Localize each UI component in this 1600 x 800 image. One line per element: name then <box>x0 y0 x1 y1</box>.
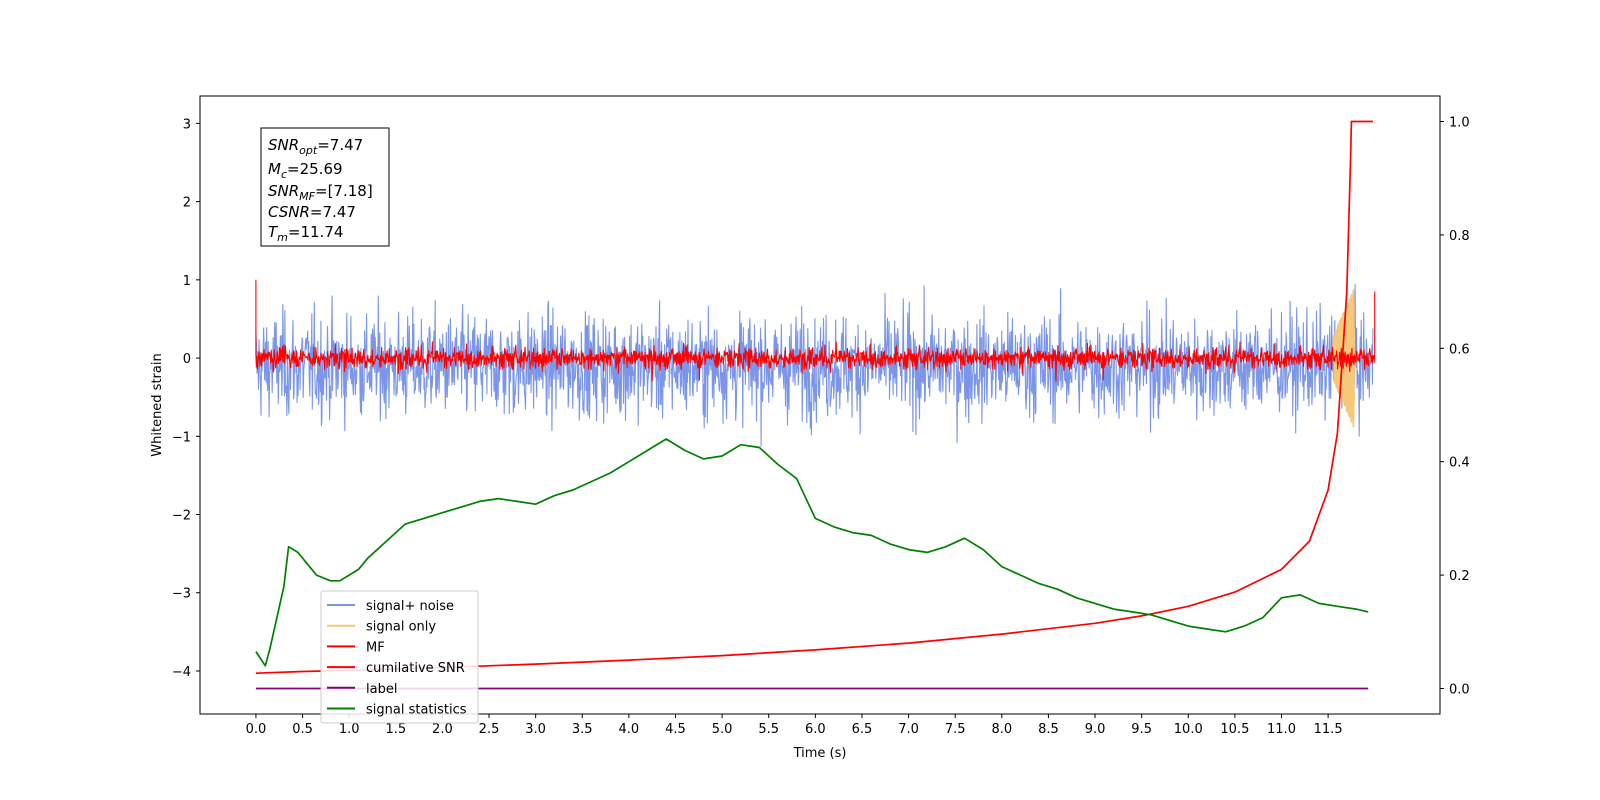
y-tick-label: −3 <box>172 587 191 602</box>
annotation-snr-opt: SNRopt=7.47 <box>268 136 363 157</box>
y-tick-label: 3 <box>183 117 191 132</box>
x-tick-label: 1.5 <box>385 722 406 737</box>
series-cumilative-snr <box>255 120 1373 675</box>
x-tick-label: 9.5 <box>1131 722 1152 737</box>
legend-label-label: label <box>366 682 397 697</box>
annotation-mc: Mc=25.69 <box>268 160 343 181</box>
y2-tick-label: 0.6 <box>1449 342 1470 357</box>
y2-tick-label: 0.8 <box>1449 229 1470 244</box>
x-tick-label: 10.5 <box>1220 722 1249 737</box>
x-tick-label: 5.0 <box>712 722 733 737</box>
x-tick-label: 3.0 <box>525 722 546 737</box>
y-axis-right: 1.0 0.8 0.6 0.4 0.2 0.0 <box>1440 116 1470 697</box>
legend: signal+ noise signal only MF cumilative SNR… <box>320 590 479 724</box>
y2-tick-label: 0.2 <box>1449 569 1470 584</box>
x-tick-label: 5.5 <box>758 722 779 737</box>
x-tick-label: 11.5 <box>1314 722 1343 737</box>
x-tick-label: 4.0 <box>619 722 640 737</box>
y-tick-label: −4 <box>172 665 191 680</box>
legend-label-cumilative-snr: cumilative SNR <box>366 661 465 676</box>
x-tick-label: 7.0 <box>898 722 919 737</box>
x-tick-label: 2.5 <box>479 722 500 737</box>
snr-annotation-box: SNRopt=7.47 Mc=25.69 SNRMF=[7.18] CSNR=7… <box>260 127 390 247</box>
y-tick-label: 2 <box>183 196 191 211</box>
x-tick-label: 4.5 <box>665 722 686 737</box>
y-tick-label: 0 <box>183 352 191 367</box>
x-tick-label: 8.0 <box>991 722 1012 737</box>
x-axis-label: Time (s) <box>793 746 847 761</box>
x-tick-label: 2.0 <box>432 722 453 737</box>
x-tick-label: 6.5 <box>852 722 873 737</box>
series-signal-only <box>1331 289 1356 428</box>
x-tick-label: 10.0 <box>1174 722 1203 737</box>
annotation-frame <box>260 127 390 247</box>
x-tick-label: 6.0 <box>805 722 826 737</box>
x-tick-label: 8.5 <box>1038 722 1059 737</box>
y2-tick-label: 1.0 <box>1449 116 1470 131</box>
y-axis-label: Whitened strain <box>150 353 165 456</box>
y2-tick-label: 0.4 <box>1449 456 1470 471</box>
annotation-csnr: CSNR=7.47 <box>268 203 356 221</box>
x-tick-label: 0.5 <box>292 722 313 737</box>
y-tick-label: 1 <box>183 274 191 289</box>
x-tick-label: 9.0 <box>1085 722 1106 737</box>
legend-label-signal-only: signal only <box>366 620 436 635</box>
y-tick-label: −2 <box>172 509 191 524</box>
x-tick-label: 11.0 <box>1267 722 1296 737</box>
y-tick-label: −1 <box>172 430 191 445</box>
legend-label-signal-statistics: signal statistics <box>366 703 467 718</box>
legend-label-mf: MF <box>366 640 385 655</box>
x-tick-label: 1.0 <box>339 722 360 737</box>
series-mf <box>255 279 1376 382</box>
x-tick-label: 7.5 <box>945 722 966 737</box>
x-tick-label: 0.0 <box>246 722 267 737</box>
annotation-tm: Tm=11.74 <box>268 223 343 244</box>
legend-frame <box>320 590 479 724</box>
legend-label-signal-noise: signal+ noise <box>366 599 454 614</box>
x-tick-label: 3.5 <box>572 722 593 737</box>
x-axis: 0.0 0.5 1.0 1.5 2.0 2.5 3.0 3.5 4.0 4.5 5.0 5.5 6.0 6… <box>246 714 1343 737</box>
annotation-snr-mf: SNRMF=[7.18] <box>268 182 373 203</box>
y-axis-left: 3 2 1 0 −1 −2 −3 −4 <box>172 117 200 680</box>
axes-frame <box>199 95 1441 715</box>
series-signal-statistics <box>255 438 1369 667</box>
y2-tick-label: 0.0 <box>1449 682 1470 697</box>
